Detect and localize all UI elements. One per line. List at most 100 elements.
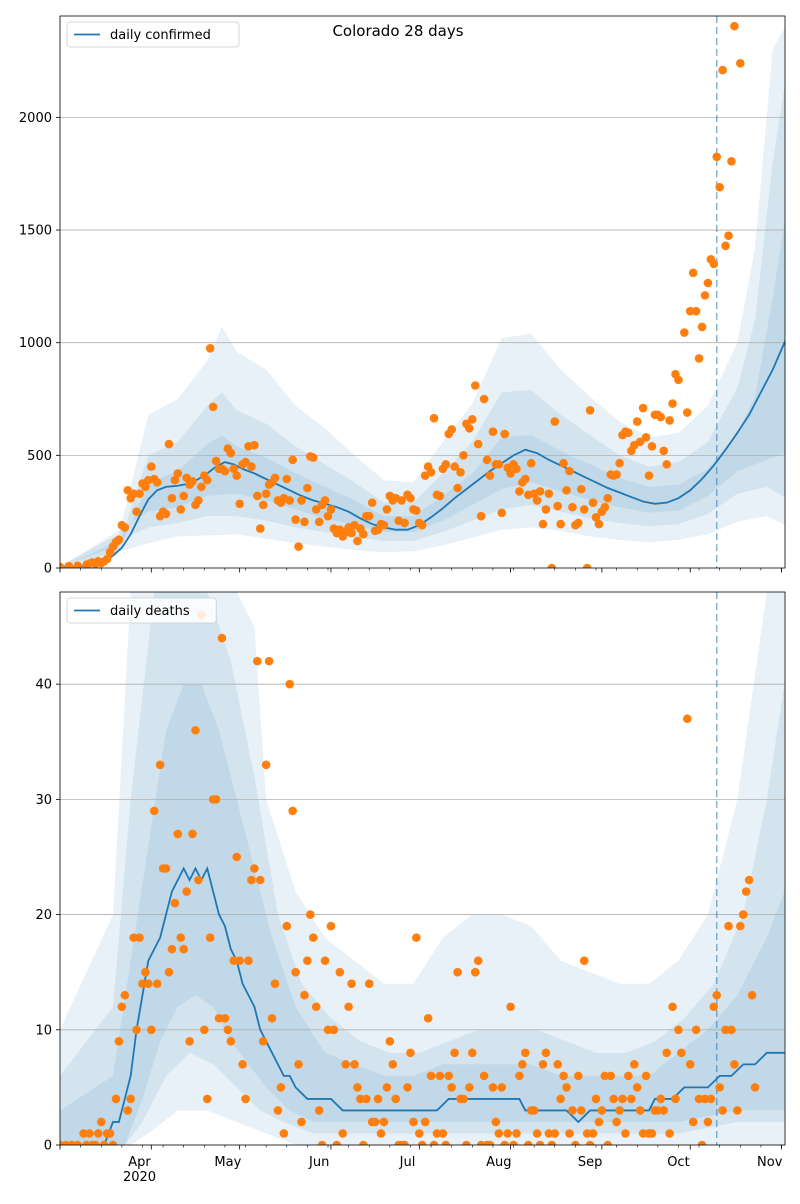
confirmed-observed-point <box>450 462 459 471</box>
confirmed-observed-point <box>730 21 739 31</box>
confirmed-observed-point <box>712 152 722 162</box>
confirmed-observed-point <box>615 458 624 468</box>
deaths-observed-point <box>741 887 751 896</box>
deaths-observed-point <box>353 1083 362 1092</box>
deaths-band-outer <box>60 592 785 1145</box>
confirmed-observed-point <box>665 416 674 425</box>
deaths-observed-point <box>585 1140 595 1145</box>
confirmed-observed-point <box>161 509 171 519</box>
deaths-observed-point <box>335 967 345 977</box>
deaths-observed-point <box>485 1140 495 1145</box>
confirmed-observed-point <box>382 505 392 514</box>
confirmed-observed-point <box>253 491 262 501</box>
confirmed-observed-point <box>709 259 719 269</box>
confirmed-observed-point <box>541 505 551 514</box>
deaths-observed-point <box>217 633 227 643</box>
deaths-observed-point <box>512 1129 521 1138</box>
deaths-observed-point <box>320 956 330 965</box>
deaths-observed-point <box>671 1094 680 1104</box>
deaths-observed-point <box>429 1140 439 1145</box>
deaths-observed-point <box>559 1071 568 1081</box>
confirmed-observed-point <box>603 493 613 503</box>
confirmed-observed-point <box>406 493 415 503</box>
confirmed-observed-point <box>656 412 666 422</box>
deaths-observed-point <box>479 1071 489 1081</box>
deaths-observed-point <box>565 1129 574 1138</box>
confirmed-observed-point <box>447 425 456 434</box>
deaths-observed-point <box>468 1048 477 1058</box>
deaths-observed-point <box>588 1129 598 1138</box>
deaths-observed-point <box>105 1129 115 1138</box>
confirmed-observed-point <box>353 536 362 546</box>
deaths-observed-point <box>391 1094 401 1104</box>
deaths-observed-point <box>91 1140 100 1145</box>
deaths-observed-point <box>638 1129 648 1138</box>
deaths-observed-point <box>627 1094 636 1104</box>
deaths-observed-point <box>721 1025 730 1035</box>
deaths-observed-point <box>291 967 300 977</box>
deaths-observed-point <box>423 1013 433 1023</box>
confirmed-observed-point <box>188 476 197 486</box>
deaths-observed-point <box>518 1060 527 1069</box>
deaths-observed-point <box>276 1083 286 1092</box>
confirmed-observed-point <box>320 496 330 505</box>
deaths-observed-point <box>123 1106 133 1115</box>
deaths-observed-point <box>164 967 174 977</box>
deaths-observed-point <box>659 1106 669 1115</box>
confirmed-observed-point <box>724 231 733 240</box>
deaths-xtick-label: Aug <box>486 1155 511 1170</box>
deaths-observed-point <box>129 933 138 942</box>
confirmed-observed-point <box>635 437 645 447</box>
confirmed-observed-point <box>479 394 489 404</box>
deaths-observed-point <box>538 1060 548 1069</box>
confirmed-observed-point <box>120 523 130 532</box>
confirmed-band-middle <box>60 83 785 568</box>
deaths-observed-point <box>406 1048 415 1058</box>
deaths-observed-point <box>323 1025 333 1035</box>
deaths-observed-point <box>173 829 183 839</box>
confirmed-observed-point <box>500 429 509 439</box>
confirmed-observed-point <box>685 306 695 316</box>
confirmed-observed-point <box>550 417 560 426</box>
confirmed-observed-point <box>612 470 621 479</box>
deaths-observed-point <box>247 875 256 885</box>
confirmed-observed-point <box>574 518 583 528</box>
confirmed-observed-point <box>470 381 480 390</box>
deaths-observed-point <box>612 1117 621 1127</box>
deaths-observed-point <box>126 1094 135 1104</box>
confirmed-observed-point <box>497 508 507 518</box>
confirmed-observed-point <box>176 505 186 514</box>
deaths-observed-point <box>261 760 271 770</box>
confirmed-observed-point <box>326 505 336 514</box>
deaths-observed-point <box>161 864 171 873</box>
confirmed-observed-point <box>515 487 524 496</box>
confirmed-observed-point <box>364 511 374 521</box>
deaths-observed-point <box>609 1094 618 1104</box>
deaths-observed-point <box>279 1129 289 1138</box>
deaths-axes-frame <box>59 591 786 1146</box>
deaths-observed-point <box>665 1129 674 1138</box>
deaths-observed-point <box>500 1140 509 1145</box>
deaths-observed-point <box>435 1071 445 1081</box>
deaths-observed-point <box>214 1013 224 1023</box>
deaths-observed-point <box>258 1037 268 1046</box>
confirmed-observed-point <box>426 467 436 477</box>
confirmed-observed-point <box>535 487 545 496</box>
deaths-observed-point <box>529 1106 539 1115</box>
confirmed-observed-point <box>594 519 604 529</box>
confirmed-observed-point <box>412 506 421 515</box>
deaths-observed-point <box>344 1002 353 1012</box>
deaths-observed-point <box>594 1117 604 1127</box>
confirmed-observed-point <box>170 475 180 485</box>
confirmed-band-outer <box>60 26 785 568</box>
deaths-observed-point <box>688 1117 698 1127</box>
confirmed-observed-point <box>397 496 406 505</box>
deaths-observed-point <box>306 910 315 919</box>
deaths-observed-point <box>632 1083 642 1092</box>
deaths-observed-point <box>491 1117 501 1127</box>
deaths-observed-point <box>373 1094 383 1104</box>
confirmed-observed-point <box>568 502 577 512</box>
deaths-observed-point <box>414 1129 424 1138</box>
confirmed-observed-point <box>585 405 595 415</box>
confirmed-observed-point <box>600 502 610 512</box>
